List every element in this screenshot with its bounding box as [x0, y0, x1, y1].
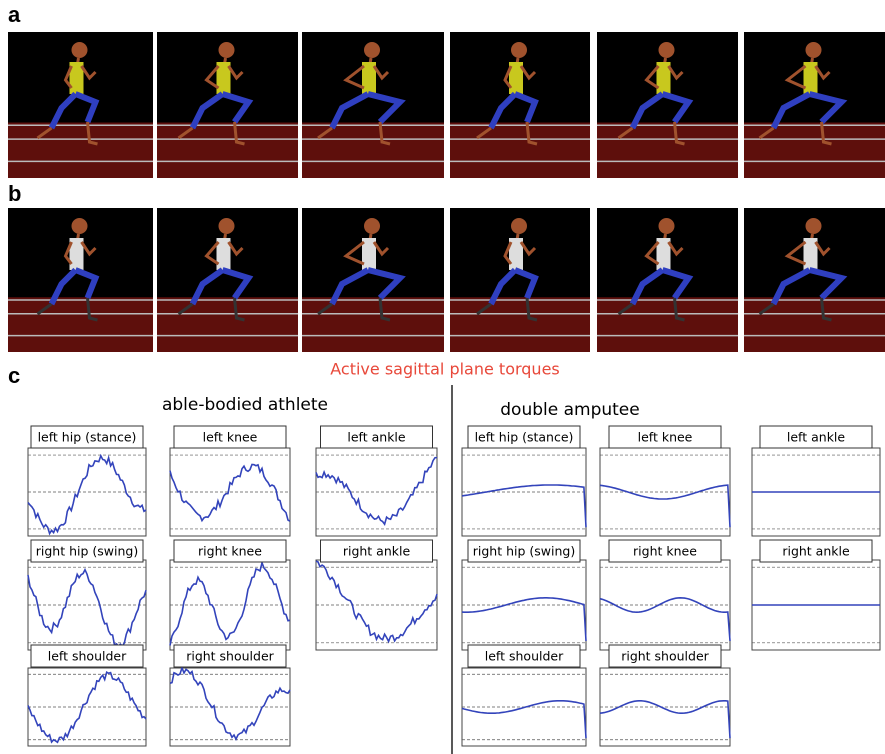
head: [219, 42, 235, 58]
plot-title: right ankle: [782, 544, 850, 559]
track: [744, 297, 885, 352]
plot-title: left ankle: [347, 430, 406, 445]
section-title: Active sagittal plane torques: [330, 360, 560, 379]
head: [364, 42, 380, 58]
plot-title: left hip (stance): [38, 430, 137, 445]
head: [806, 42, 822, 58]
plot-title: right hip (swing): [473, 544, 575, 559]
track: [8, 297, 153, 352]
plot-title: left knee: [638, 430, 693, 445]
plot-title: right hip (swing): [36, 544, 138, 559]
plot-title: right shoulder: [186, 649, 274, 664]
plot-title: right shoulder: [621, 649, 709, 664]
head: [659, 42, 675, 58]
plot-title: left shoulder: [485, 649, 564, 664]
track: [597, 297, 738, 352]
panel-label: c: [8, 363, 20, 388]
track: [450, 123, 590, 178]
track: [302, 123, 444, 178]
track: [597, 123, 738, 178]
figure: a b c Active sagittal plane torques able…: [0, 0, 885, 754]
head: [364, 218, 380, 234]
plot-title: left knee: [203, 430, 258, 445]
head: [659, 218, 675, 234]
plot-title: right ankle: [343, 544, 411, 559]
plot-title: right knee: [633, 544, 697, 559]
head: [72, 42, 88, 58]
panel-label: a: [8, 2, 21, 27]
head: [511, 42, 527, 58]
track: [8, 123, 153, 178]
plot-title: left hip (stance): [475, 430, 574, 445]
head: [806, 218, 822, 234]
head: [72, 218, 88, 234]
track: [450, 297, 590, 352]
group-title: able-bodied athlete: [162, 395, 328, 415]
plot-title: right knee: [198, 544, 262, 559]
panel-label: b: [8, 181, 21, 206]
head: [219, 218, 235, 234]
track: [302, 297, 444, 352]
track: [157, 297, 298, 352]
group-title: double amputee: [500, 400, 639, 420]
track: [157, 123, 298, 178]
plot-title: left shoulder: [48, 649, 127, 664]
plot-title: left ankle: [787, 430, 846, 445]
track: [744, 123, 885, 178]
head: [511, 218, 527, 234]
